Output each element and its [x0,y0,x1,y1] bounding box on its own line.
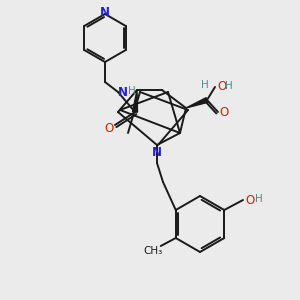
Text: N: N [100,5,110,19]
Polygon shape [133,90,137,112]
Polygon shape [186,98,208,108]
Text: CH₃: CH₃ [143,246,162,256]
Text: O: O [218,80,226,94]
Text: O: O [104,122,114,134]
Text: O: O [245,194,255,206]
Text: H: H [225,81,233,91]
Text: O: O [219,106,229,118]
Text: N: N [152,146,162,158]
Text: H: H [201,80,209,90]
Text: H: H [128,86,136,96]
Text: N: N [118,85,128,98]
Text: H: H [255,194,263,204]
